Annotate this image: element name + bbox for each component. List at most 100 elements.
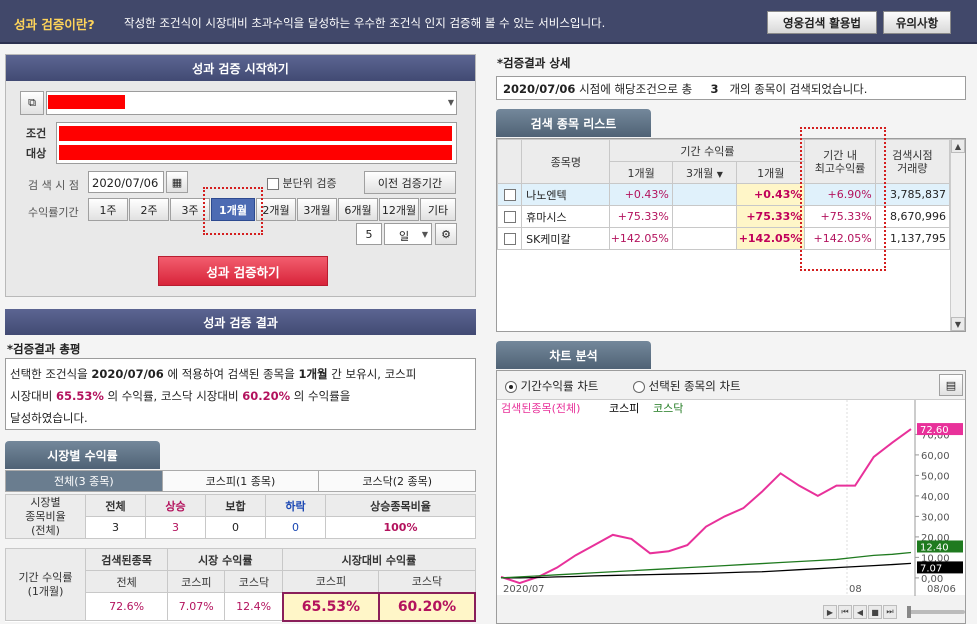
period-3w[interactable]: 3주 bbox=[170, 198, 210, 221]
scroll-down-icon[interactable]: ▼ bbox=[951, 317, 965, 331]
row-r1: +142.05% bbox=[609, 227, 673, 250]
chevron-down-icon: ▼ bbox=[421, 230, 428, 239]
period-2w[interactable]: 2주 bbox=[129, 198, 169, 221]
period-1m[interactable]: 1개월 bbox=[211, 198, 255, 221]
date-input[interactable]: 2020/07/06 bbox=[88, 171, 164, 193]
gear-icon[interactable]: ⚙ bbox=[435, 223, 457, 245]
start-panel-title: 성과 검증 시작하기 bbox=[6, 55, 475, 81]
y-tick-label: 10,00 bbox=[921, 553, 950, 564]
ratio-h-up: 상승 bbox=[145, 494, 206, 517]
radio-off-icon[interactable] bbox=[633, 380, 645, 393]
ratio-down: 0 bbox=[265, 516, 326, 539]
table-row[interactable]: SK케미칼 +142.05% +142.05% +142.05% 1,137,7… bbox=[496, 227, 951, 250]
row-name: 나노엔텍 bbox=[521, 183, 611, 206]
last-value-kosdaq-box bbox=[917, 540, 963, 553]
last-value-kosdaq: 12.40 bbox=[920, 542, 949, 553]
summary-line-3: 달성하였습니다. bbox=[10, 411, 88, 425]
row-vol: 8,670,996 bbox=[874, 205, 951, 228]
y-tick-label: 70,00 bbox=[921, 430, 950, 441]
chart-panel: 기간수익률 차트 선택된 종목의 차트 ▤ 70,00 60,00 50,00 40,… bbox=[496, 370, 966, 624]
scroll-up-icon[interactable]: ▲ bbox=[951, 139, 965, 153]
return-table: 기간 수익률 (1개월) 검색된종목 시장 수익률 시장대비 수익률 전체 코스… bbox=[5, 548, 477, 622]
minute-checkbox[interactable] bbox=[267, 178, 279, 190]
minute-check[interactable]: 분단위 검증 bbox=[267, 175, 337, 191]
stop-icon[interactable]: ■ bbox=[868, 605, 882, 619]
prev-icon[interactable]: ◀ bbox=[853, 605, 867, 619]
chart-area: 70,00 60,00 50,00 40,00 30,00 20,00 10,00 0,00 … bbox=[497, 399, 965, 596]
row-r1b: +142.05% bbox=[736, 227, 806, 250]
row-checkbox[interactable] bbox=[496, 227, 523, 250]
th-check bbox=[496, 139, 523, 184]
period-6m[interactable]: 6개월 bbox=[338, 198, 378, 221]
list-icon[interactable]: ▤ bbox=[939, 374, 963, 396]
th-name: 종목명 bbox=[521, 139, 611, 184]
condition-redacted bbox=[59, 126, 452, 141]
notice-button[interactable]: 유의사항 bbox=[883, 11, 951, 34]
row-r3 bbox=[671, 183, 738, 206]
list-scrollbar[interactable]: ▲ ▼ bbox=[950, 139, 965, 331]
scroll-right-icon[interactable]: ▶ bbox=[823, 605, 837, 619]
row-r3 bbox=[671, 227, 738, 250]
next-icon[interactable]: ⏭ bbox=[883, 605, 897, 619]
detail-info: 2020/07/06 시점에 해당조건으로 총 3 개의 종목이 검색되었습니다… bbox=[496, 76, 966, 100]
ratio-rate: 100% bbox=[325, 516, 476, 539]
return-ex-kosdaq: 60.20% bbox=[377, 591, 477, 622]
radio-stock-chart[interactable]: 선택된 종목의 차트 bbox=[633, 378, 741, 394]
summary-heading: *검증결과 총평 bbox=[7, 342, 81, 356]
summary-kospi: 65.53% bbox=[55, 389, 104, 403]
period-custom[interactable]: 기타 bbox=[420, 198, 456, 221]
period-12m[interactable]: 12개월 bbox=[379, 198, 419, 221]
ratio-up: 3 bbox=[145, 516, 206, 539]
th-3m[interactable]: 3개월 ▼ bbox=[671, 161, 738, 184]
subtab-kospi[interactable]: 코스피(1 종목) bbox=[161, 471, 319, 491]
return-h-ex-kosdaq: 코스닥 bbox=[378, 570, 476, 593]
condition-select[interactable]: ▼ bbox=[46, 91, 457, 115]
target-label: 대상 bbox=[26, 147, 47, 160]
last-value-stock: 72.60 bbox=[920, 425, 949, 436]
prev-period-button[interactable]: 이전 검증기간 bbox=[364, 171, 456, 194]
first-icon[interactable]: ⏮ bbox=[838, 605, 852, 619]
condition-load-icon[interactable]: ⧉ bbox=[20, 91, 44, 115]
return-kospi: 7.07% bbox=[167, 592, 226, 621]
chart-tab[interactable]: 차트 분석 bbox=[496, 341, 651, 369]
chart-controls: ▶ ⏮ ◀ ■ ⏭ bbox=[497, 603, 965, 621]
tutorial-button[interactable]: 영웅검색 활용법 bbox=[767, 11, 877, 34]
custom-unit-select[interactable]: 일 ▼ bbox=[384, 223, 432, 245]
zoom-slider[interactable] bbox=[907, 606, 965, 618]
period-1w[interactable]: 1주 bbox=[88, 198, 128, 221]
zoom-handle[interactable] bbox=[907, 606, 911, 618]
radio-period-chart[interactable]: 기간수익률 차트 bbox=[505, 378, 598, 394]
row-max: +142.05% bbox=[804, 227, 876, 250]
row-r1b: +75.33% bbox=[736, 205, 806, 228]
y-tick-label: 30,00 bbox=[921, 512, 950, 523]
header-description: 작성한 조건식이 시장대비 초과수익을 달성하는 우수한 조건식 인지 검증해 … bbox=[124, 16, 606, 30]
subtab-kosdaq[interactable]: 코스닥(2 종목) bbox=[318, 471, 476, 491]
period-2m[interactable]: 2개월 bbox=[256, 198, 296, 221]
selection-highlight bbox=[203, 187, 263, 235]
list-tab[interactable]: 검색 종목 리스트 bbox=[496, 109, 651, 137]
list-panel: 종목명 기간 수익률 기간 내 최고수익률 검색시점 거래량 1개월 3개월 ▼… bbox=[496, 127, 966, 332]
period-3m[interactable]: 3개월 bbox=[297, 198, 337, 221]
ratio-flat: 0 bbox=[205, 516, 266, 539]
market-tab[interactable]: 시장별 수익률 bbox=[5, 441, 160, 469]
subtab-all[interactable]: 전체(3 종목) bbox=[6, 471, 162, 491]
row-checkbox[interactable] bbox=[496, 205, 523, 228]
y-tick-label: 60,00 bbox=[921, 451, 950, 462]
stock-table: 종목명 기간 수익률 기간 내 최고수익률 검색시점 거래량 1개월 3개월 ▼… bbox=[496, 139, 951, 250]
run-verification-button[interactable]: 성과 검증하기 bbox=[158, 256, 328, 286]
x-label-end: 08/06 bbox=[927, 584, 956, 595]
row-checkbox[interactable] bbox=[496, 183, 523, 206]
detail-heading: *검증결과 상세 bbox=[497, 56, 571, 70]
calendar-icon[interactable]: ▦ bbox=[166, 171, 188, 193]
row-name: 휴마시스 bbox=[521, 205, 611, 228]
summary-line-2: 시장대비 65.53% 의 수익률, 코스닥 시장대비 60.20% 의 수익률… bbox=[10, 389, 351, 403]
max-return-highlight bbox=[800, 127, 886, 271]
summary-line-1: 선택한 조건식을 2020/07/06 에 적용하여 검색된 종목을 1개월 간… bbox=[10, 367, 417, 381]
header-title: 성과 검증이란? bbox=[14, 17, 95, 32]
summary-date: 2020/07/06 bbox=[91, 367, 164, 381]
radio-on-icon[interactable] bbox=[505, 380, 517, 393]
chevron-down-icon: ▼ bbox=[716, 169, 723, 179]
chevron-down-icon: ▼ bbox=[447, 98, 454, 107]
table-row[interactable]: 나노엔텍 +0.43% +0.43% +6.90% 3,785,837 bbox=[496, 183, 951, 206]
custom-period-value[interactable]: 5 bbox=[356, 223, 382, 245]
